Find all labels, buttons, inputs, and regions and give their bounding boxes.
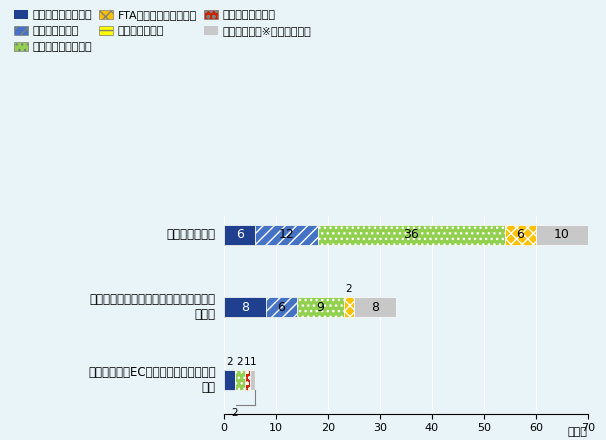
Bar xyxy=(250,370,255,390)
Text: 2: 2 xyxy=(231,408,238,418)
Text: 1: 1 xyxy=(244,357,251,367)
Bar xyxy=(318,224,505,245)
Text: （社）: （社） xyxy=(568,427,588,437)
Text: 2: 2 xyxy=(226,357,233,367)
Bar xyxy=(224,297,266,317)
Bar xyxy=(344,297,354,317)
Text: 6: 6 xyxy=(516,228,524,241)
Bar xyxy=(536,224,588,245)
Bar xyxy=(505,224,536,245)
Bar xyxy=(266,297,297,317)
Bar xyxy=(224,370,235,390)
Text: 8: 8 xyxy=(371,301,379,314)
Text: 8: 8 xyxy=(241,301,249,314)
Bar xyxy=(235,370,245,390)
Bar xyxy=(297,297,344,317)
Text: 2: 2 xyxy=(345,284,352,294)
Bar xyxy=(255,224,318,245)
Text: 6: 6 xyxy=(278,301,285,314)
Text: 10: 10 xyxy=(554,228,570,241)
Text: 9: 9 xyxy=(316,301,324,314)
Bar xyxy=(224,224,255,245)
Text: 6: 6 xyxy=(236,228,244,241)
Text: 2: 2 xyxy=(236,357,243,367)
Bar xyxy=(245,370,250,390)
Bar xyxy=(354,297,396,317)
Legend: 新型コロナ感染拡大, 通商環境の変化, 生産コストの適正化, FTAなど通商協定の利用, 環境規制の強化, 人権問題への配慮, その他　　（※複数回答可）: 新型コロナ感染拡大, 通商環境の変化, 生産コストの適正化, FTAなど通商協定… xyxy=(12,8,314,55)
Text: 36: 36 xyxy=(404,228,419,241)
Text: 12: 12 xyxy=(279,228,295,241)
Text: 1: 1 xyxy=(250,357,256,367)
